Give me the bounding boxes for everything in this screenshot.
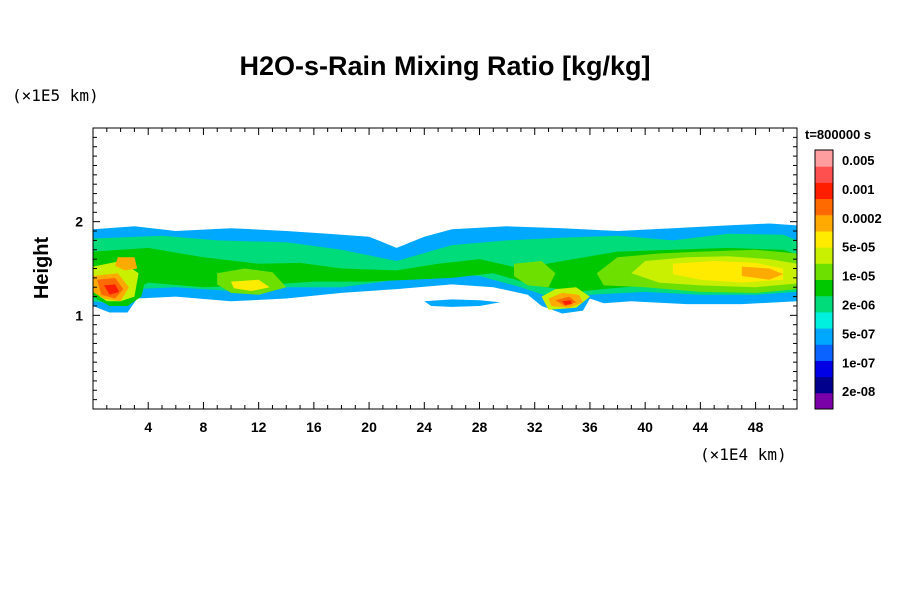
rain-region-9: [231, 279, 270, 291]
colorbar-swatch: [815, 150, 833, 167]
colorbar-swatch: [815, 230, 833, 248]
y-tick-label: 1: [75, 307, 83, 323]
y-axis-label: Height: [31, 237, 53, 300]
colorbar-swatch: [815, 214, 833, 232]
colorbar-label: 5e-05: [842, 240, 875, 255]
x-tick-label: 20: [361, 419, 377, 435]
x-tick-label: 44: [693, 419, 709, 435]
x-tick-label: 48: [748, 419, 764, 435]
colorbar-label: 0.0002: [842, 211, 882, 226]
colorbar-swatch: [815, 247, 833, 264]
time-label: t=800000 s: [805, 127, 871, 142]
colorbar-swatch: [815, 376, 833, 394]
colorbar-label: 2e-08: [842, 384, 875, 399]
x-tick-label: 4: [144, 419, 152, 435]
rain-region-10: [514, 261, 556, 288]
chart-title: H2O-s-Rain Mixing Ratio [kg/kg]: [239, 51, 650, 81]
colorbar-swatch: [815, 295, 833, 313]
x-tick-label: 16: [306, 419, 322, 435]
rain-region-20: [562, 300, 572, 305]
colorbar-swatch: [815, 182, 833, 200]
x-tick-label: 28: [472, 419, 488, 435]
x-tick-label: 24: [417, 419, 433, 435]
x-tick-label: 8: [200, 419, 208, 435]
colorbar-swatch: [815, 344, 833, 361]
colorbar-swatch: [815, 392, 833, 410]
colorbar: 0.005 0.001 0.0002 5e-05 1e-05 2e-06 5e-07 1e-0…: [814, 149, 882, 410]
colorbar-swatch: [815, 328, 833, 345]
colorbar-label: 2e-06: [842, 298, 875, 313]
x-tick-label: 12: [251, 419, 267, 435]
colorbar-label: 0.005: [842, 153, 875, 168]
y-scale-label: (×1E5 km): [12, 86, 99, 105]
x-scale-label: (×1E4 km): [700, 445, 787, 464]
colorbar-swatch: [815, 360, 833, 378]
rain-region-13: [115, 257, 138, 271]
colorbar-label: 0.001: [842, 182, 875, 197]
colorbar-swatch: [815, 198, 833, 216]
colorbar-swatch: [815, 311, 833, 329]
x-tick-label: 32: [527, 419, 543, 435]
colorbar-swatch: [815, 166, 833, 183]
colorbar-frame: [814, 149, 834, 410]
colorbar-swatch: [815, 279, 833, 297]
colorbar-label: 5e-07: [842, 326, 875, 341]
colorbar-label: 1e-05: [842, 269, 875, 284]
rain-region-7: [741, 266, 784, 280]
colorbar-swatch: [815, 263, 833, 280]
x-tick-label: 36: [582, 419, 598, 435]
rain-region-16: [104, 284, 120, 295]
x-tick-label: 40: [637, 419, 653, 435]
colorbar-label: 1e-07: [842, 355, 875, 370]
rain-region-1: [424, 299, 501, 307]
y-tick-label: 2: [75, 214, 83, 230]
